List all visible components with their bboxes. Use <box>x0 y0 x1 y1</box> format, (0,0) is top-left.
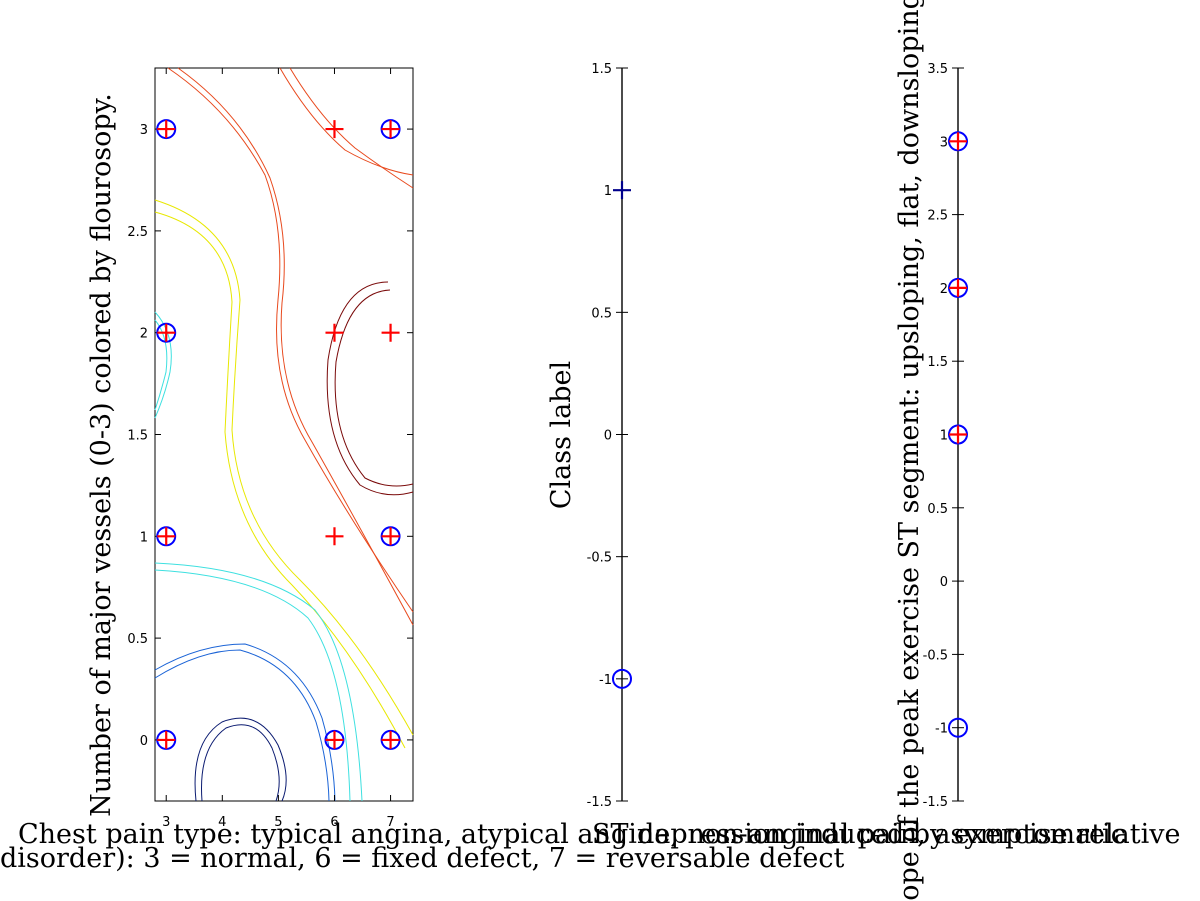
plus-marker <box>381 730 400 749</box>
plus-marker <box>381 120 400 139</box>
plus-marker <box>325 527 344 546</box>
panel1-ticks: 3 4 5 6 7 0 0.5 1 1.5 2 2.5 3 <box>127 68 413 830</box>
plot-frame <box>154 67 414 802</box>
plus-marker <box>157 323 176 342</box>
panel-slope: -1.5 -1 -0.5 0 0.5 1 1.5 2 2.5 3 3.5 <box>923 62 968 810</box>
panel1-ylabel: Number of major vessels (0-3) colored by… <box>86 93 117 817</box>
y-tick-label: 3 <box>940 135 948 150</box>
y-tick-label: 2.5 <box>927 209 948 224</box>
circle-marker <box>612 668 632 689</box>
y-tick-label: 1.5 <box>591 62 612 77</box>
panel2-ticks: -1.5 -1 -0.5 0 0.5 1 1.5 <box>587 62 628 810</box>
y-tick-label: 2.5 <box>127 225 148 240</box>
plus-marker <box>157 730 176 749</box>
y-tick-label: 0.5 <box>591 306 612 321</box>
y-tick-label: -1 <box>599 673 612 688</box>
panel2-ylabel: Class label <box>546 361 577 509</box>
y-tick-label: 1 <box>604 184 612 199</box>
y-tick-label: 0 <box>604 429 612 444</box>
y-tick-label: 1.5 <box>927 355 948 370</box>
plus-marker <box>381 527 400 546</box>
x-tick-label: 6 <box>330 815 338 830</box>
plus-marker <box>949 425 967 444</box>
y-tick-label: 3 <box>140 123 148 138</box>
plus-marker <box>325 730 344 749</box>
panel3-ylabel: Slope of the peak exercise ST segment: u… <box>894 0 925 901</box>
panel1-markers <box>156 119 401 750</box>
plus-marker <box>949 278 967 297</box>
y-tick-label: -0.5 <box>587 551 612 566</box>
plus-marker <box>613 181 631 200</box>
panel2-xlabel: ST depression induced by exercise relati… <box>592 819 1180 850</box>
y-tick-label: -1.5 <box>587 795 612 810</box>
panel3-ticks: -1.5 -1 -0.5 0 0.5 1 1.5 2 2.5 3 3.5 <box>923 62 964 810</box>
panel1-xlabel: Chest pain type: typical angina, atypica… <box>18 819 1126 850</box>
y-tick-label: 0 <box>140 734 148 749</box>
plus-marker <box>381 323 400 342</box>
y-tick-label: 1.5 <box>127 429 148 444</box>
y-tick-label: 3.5 <box>927 62 948 77</box>
y-tick-label: 2 <box>140 327 148 342</box>
y-tick-label: -1.5 <box>923 795 948 810</box>
plus-marker <box>949 132 967 151</box>
contour-lines <box>154 67 414 802</box>
y-tick-label: 0.5 <box>127 632 148 647</box>
panel1-xlabel-line2: disorder): 3 = normal, 6 = fixed defect,… <box>0 843 845 874</box>
x-tick-label: 3 <box>162 815 170 830</box>
circle-marker <box>948 717 968 738</box>
y-tick-label: 1 <box>140 530 148 545</box>
x-tick-label: 7 <box>386 815 394 830</box>
y-tick-label: -0.5 <box>923 648 948 663</box>
y-tick-label: 1 <box>940 429 948 444</box>
plus-marker <box>157 527 176 546</box>
y-tick-label: 0 <box>940 575 948 590</box>
plus-marker <box>325 120 344 139</box>
plus-marker <box>157 120 176 139</box>
panel2-markers <box>612 181 632 689</box>
y-tick-label: 2 <box>940 282 948 297</box>
panel3-markers <box>948 131 968 738</box>
x-tick-label: 4 <box>218 815 226 830</box>
y-tick-label: 0.5 <box>927 502 948 517</box>
x-tick-label: 5 <box>274 815 282 830</box>
panel-class-label: -1.5 -1 -0.5 0 0.5 1 1.5 <box>587 62 632 810</box>
y-tick-label: -1 <box>935 722 948 737</box>
panel-thal-vs-vessels: 3 4 5 6 7 0 0.5 1 1.5 2 2.5 3 <box>127 67 414 830</box>
plus-marker <box>325 323 344 342</box>
